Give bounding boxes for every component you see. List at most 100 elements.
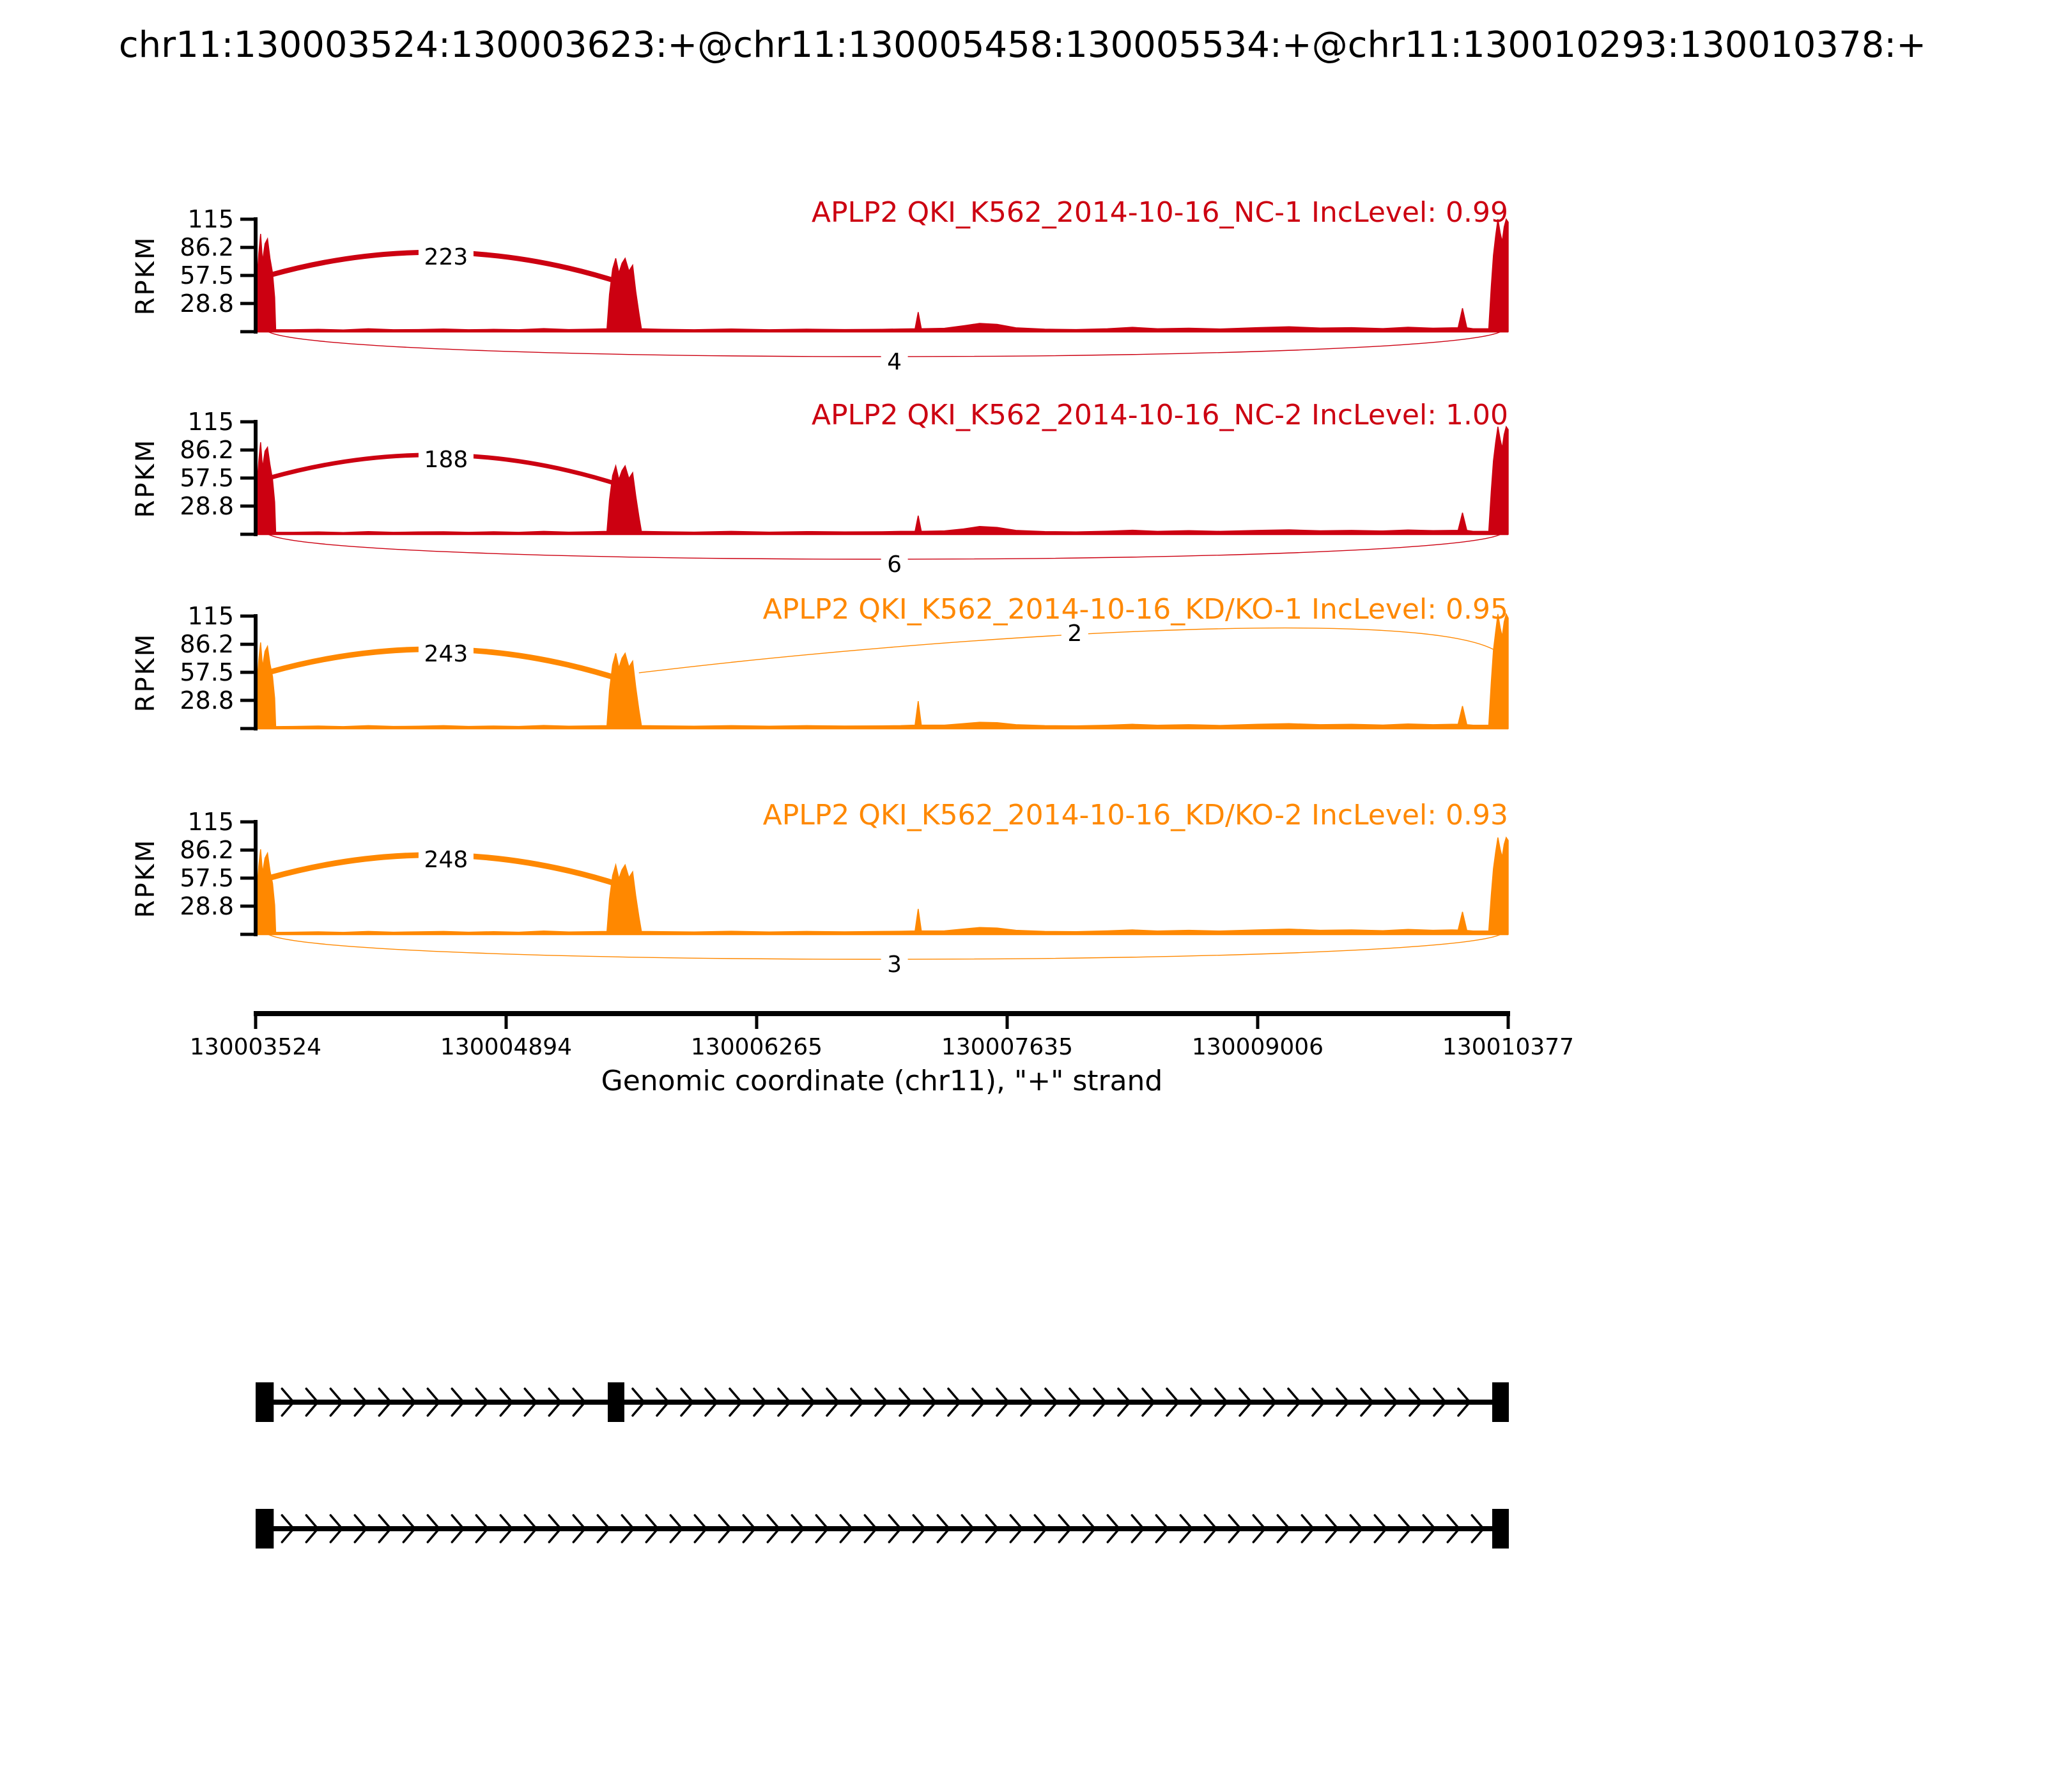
junction-count-label: 4 <box>887 349 902 375</box>
strand-direction-chevron <box>402 1387 417 1417</box>
strand-direction-chevron <box>874 1387 888 1417</box>
strand-direction-chevron <box>766 1514 781 1543</box>
strand-direction-chevron <box>1131 1514 1145 1543</box>
y-axis-title: RPKM <box>131 633 160 713</box>
strand-direction-chevron <box>475 1514 490 1543</box>
strand-direction-chevron <box>1287 1387 1301 1417</box>
strand-direction-chevron <box>1325 1514 1339 1543</box>
junction-count-label: 6 <box>887 552 902 578</box>
strand-direction-chevron <box>1141 1387 1155 1417</box>
strand-direction-chevron <box>850 1387 864 1417</box>
junction-label-gap <box>418 845 474 875</box>
strand-direction-chevron <box>523 1387 538 1417</box>
strand-direction-chevron <box>621 1514 635 1543</box>
x-tick-label: 130004894 <box>440 1034 572 1060</box>
strand-direction-chevron <box>1033 1514 1048 1543</box>
track-label-nc-1: APLP2 QKI_K562_2014-10-16_NC-1 IncLevel:… <box>812 196 1508 229</box>
strand-direction-chevron <box>1398 1514 1412 1543</box>
y-axis-title: RPKM <box>131 236 160 316</box>
strand-direction-chevron <box>1069 1387 1083 1417</box>
strand-direction-chevron <box>1336 1387 1350 1417</box>
strand-direction-chevron <box>777 1387 791 1417</box>
junction-count-label: 3 <box>887 952 902 978</box>
strand-direction-chevron <box>1093 1387 1107 1417</box>
strand-direction-chevron <box>693 1514 708 1543</box>
strand-direction-chevron <box>353 1514 368 1543</box>
y-tick-label: 115 <box>187 408 234 436</box>
strand-direction-chevron <box>1239 1387 1253 1417</box>
strand-direction-chevron <box>985 1514 999 1543</box>
isoform-structure <box>256 1382 1509 1422</box>
x-tick-label: 130003524 <box>190 1034 321 1060</box>
y-tick-label: 115 <box>187 602 234 630</box>
strand-direction-chevron <box>742 1514 757 1543</box>
strand-direction-chevron <box>1203 1514 1218 1543</box>
strand-direction-chevron <box>329 1387 344 1417</box>
strand-direction-chevron <box>645 1514 660 1543</box>
x-tick-label: 130009006 <box>1192 1034 1323 1060</box>
strand-direction-chevron <box>631 1387 645 1417</box>
strand-direction-chevron <box>1044 1387 1058 1417</box>
strand-direction-chevron <box>329 1514 344 1543</box>
strand-direction-chevron <box>1179 1514 1194 1543</box>
x-tick-label: 130010377 <box>1442 1034 1574 1060</box>
strand-direction-chevron <box>548 1514 562 1543</box>
strand-direction-chevron <box>1263 1387 1277 1417</box>
strand-direction-chevron <box>839 1514 854 1543</box>
strand-direction-chevron <box>1228 1514 1242 1543</box>
strand-direction-chevron <box>1422 1514 1437 1543</box>
y-tick-label: 57.5 <box>180 658 234 686</box>
junction-count-label: 223 <box>424 244 468 270</box>
strand-direction-chevron <box>826 1387 840 1417</box>
exon-box <box>256 1509 274 1549</box>
strand-direction-chevron <box>1166 1387 1180 1417</box>
y-tick-label: 115 <box>187 808 234 836</box>
junction-label-gap <box>418 242 474 272</box>
strand-direction-chevron <box>680 1387 694 1417</box>
track-labels-layer: APLP2 QKI_K562_2014-10-16_NC-1 IncLevel:… <box>763 196 1508 831</box>
strand-direction-chevron <box>1360 1387 1374 1417</box>
strand-direction-chevron <box>1009 1514 1024 1543</box>
y-tick-label: 28.8 <box>180 492 234 520</box>
strand-direction-chevron <box>548 1387 562 1417</box>
tracks-layer: 223411586.257.528.8RPKM188611586.257.528… <box>131 205 1509 980</box>
exon-box <box>1492 1509 1509 1549</box>
junction-count-label: 248 <box>424 847 468 873</box>
junction-count-label: 243 <box>424 641 468 667</box>
strand-direction-chevron <box>923 1387 937 1417</box>
strand-direction-chevron <box>669 1514 684 1543</box>
strand-direction-chevron <box>1252 1514 1267 1543</box>
y-tick-label: 57.5 <box>180 464 234 492</box>
strand-direction-chevron <box>402 1514 417 1543</box>
strand-direction-chevron <box>704 1387 718 1417</box>
strand-direction-chevron <box>801 1387 815 1417</box>
y-tick-label: 28.8 <box>180 892 234 920</box>
strand-direction-chevron <box>1446 1514 1461 1543</box>
x-tick-label: 130006265 <box>691 1034 822 1060</box>
track-label-nc-2: APLP2 QKI_K562_2014-10-16_NC-2 IncLevel:… <box>812 399 1508 431</box>
junction-count-label: 188 <box>424 447 468 473</box>
strand-direction-chevron <box>1058 1514 1072 1543</box>
x-tick-label: 130007635 <box>941 1034 1073 1060</box>
strand-direction-chevron <box>656 1387 670 1417</box>
strand-direction-chevron <box>451 1514 465 1543</box>
strand-direction-chevron <box>499 1387 514 1417</box>
strand-direction-chevron <box>936 1514 951 1543</box>
strand-direction-chevron <box>1433 1387 1447 1417</box>
coverage-area <box>255 612 1509 729</box>
y-tick-label: 115 <box>187 205 234 233</box>
y-tick-label: 86.2 <box>180 630 234 658</box>
strand-direction-chevron <box>426 1514 441 1543</box>
junction-label-gap <box>881 550 908 580</box>
junction-label-gap <box>1061 619 1088 649</box>
strand-direction-chevron <box>1373 1514 1388 1543</box>
strand-direction-chevron <box>1082 1514 1097 1543</box>
strand-direction-chevron <box>281 1387 295 1417</box>
isoforms-layer <box>256 1382 1509 1549</box>
strand-direction-chevron <box>791 1514 805 1543</box>
strand-direction-chevron <box>947 1387 961 1417</box>
